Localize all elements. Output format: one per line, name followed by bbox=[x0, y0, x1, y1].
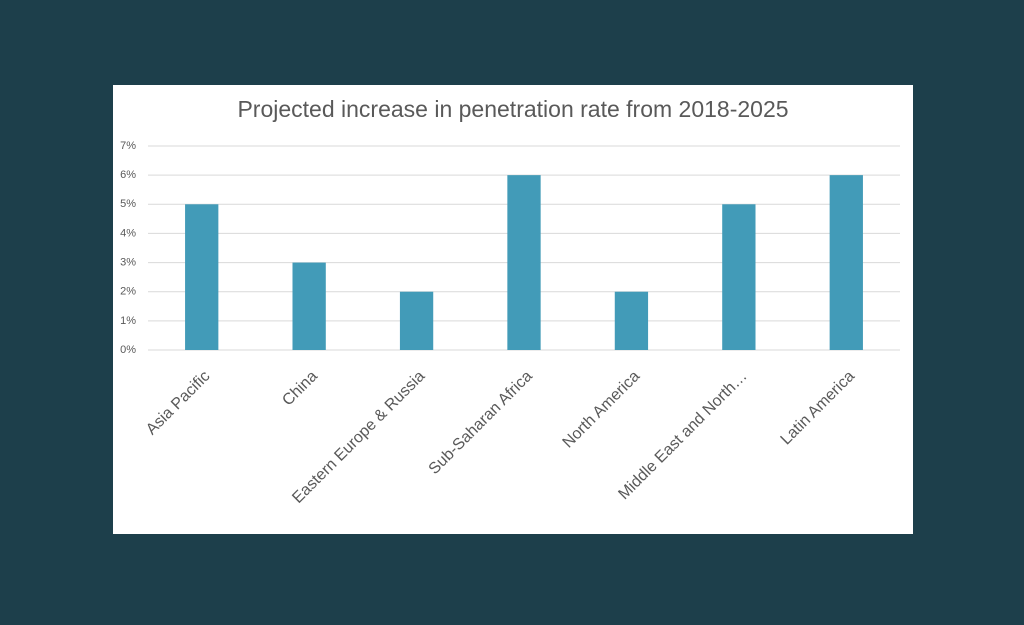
bar bbox=[292, 262, 326, 350]
chart-title: Projected increase in penetration rate f… bbox=[237, 96, 788, 122]
y-tick-label: 1% bbox=[120, 315, 136, 327]
y-tick-label: 6% bbox=[120, 169, 136, 181]
bar bbox=[722, 204, 756, 350]
y-tick-label: 3% bbox=[120, 256, 136, 268]
bar bbox=[829, 175, 863, 350]
y-tick-label: 4% bbox=[120, 227, 136, 239]
bar bbox=[185, 204, 219, 350]
y-tick-label: 7% bbox=[120, 140, 136, 152]
bar bbox=[507, 175, 541, 350]
y-tick-label: 0% bbox=[120, 344, 136, 356]
bar bbox=[614, 291, 649, 350]
y-tick-label: 5% bbox=[120, 198, 136, 210]
bar bbox=[399, 291, 434, 350]
y-tick-label: 2% bbox=[120, 286, 136, 298]
